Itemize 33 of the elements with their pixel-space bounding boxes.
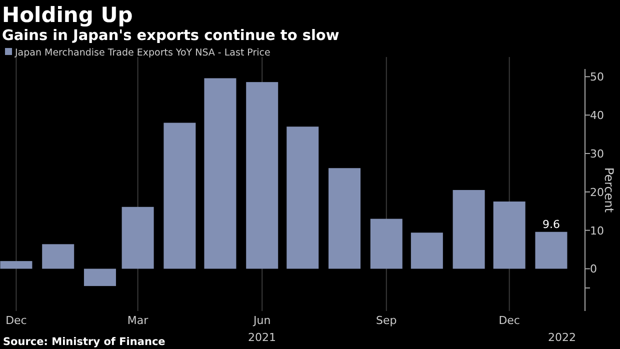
text: 2021 xyxy=(248,331,276,344)
bar xyxy=(452,190,485,269)
bar xyxy=(535,232,568,269)
y-axis-title: Percent xyxy=(602,167,616,213)
bar xyxy=(84,268,116,286)
bar xyxy=(204,78,236,269)
bar xyxy=(42,244,74,269)
x-tick-label: Dec xyxy=(498,314,520,327)
bar xyxy=(0,261,32,269)
source-note: Source: Ministry of Finance xyxy=(3,336,166,348)
y-tick-label: 10 xyxy=(590,224,604,238)
bar xyxy=(246,82,278,269)
y-tick-label: 40 xyxy=(590,109,604,122)
bar xyxy=(164,122,196,269)
x-tick-label: Sep xyxy=(376,314,397,327)
y-tick-label: 20 xyxy=(590,186,604,199)
bar xyxy=(122,206,154,269)
legend-label: Japan Merchandise Trade Exports YoY NSA - Last Price xyxy=(14,48,271,58)
bar xyxy=(328,168,361,269)
y-tick-label: 30 xyxy=(590,148,604,161)
chart-title: Holding Up xyxy=(2,3,133,27)
bar xyxy=(493,202,526,269)
data-label: 9.6 xyxy=(542,218,560,231)
bar xyxy=(286,126,319,269)
bar xyxy=(410,232,443,269)
text: 2022 xyxy=(548,331,576,344)
chart-subtitle: Gains in Japan's exports continue to slow xyxy=(2,28,340,44)
bar xyxy=(370,218,402,269)
x-tick-label: Dec xyxy=(6,314,27,327)
x-tick-label: Jun xyxy=(252,314,271,327)
y-tick-label: 50 xyxy=(590,70,604,84)
y-tick-label: 0 xyxy=(590,262,597,276)
x-tick-label: Mar xyxy=(127,314,149,327)
